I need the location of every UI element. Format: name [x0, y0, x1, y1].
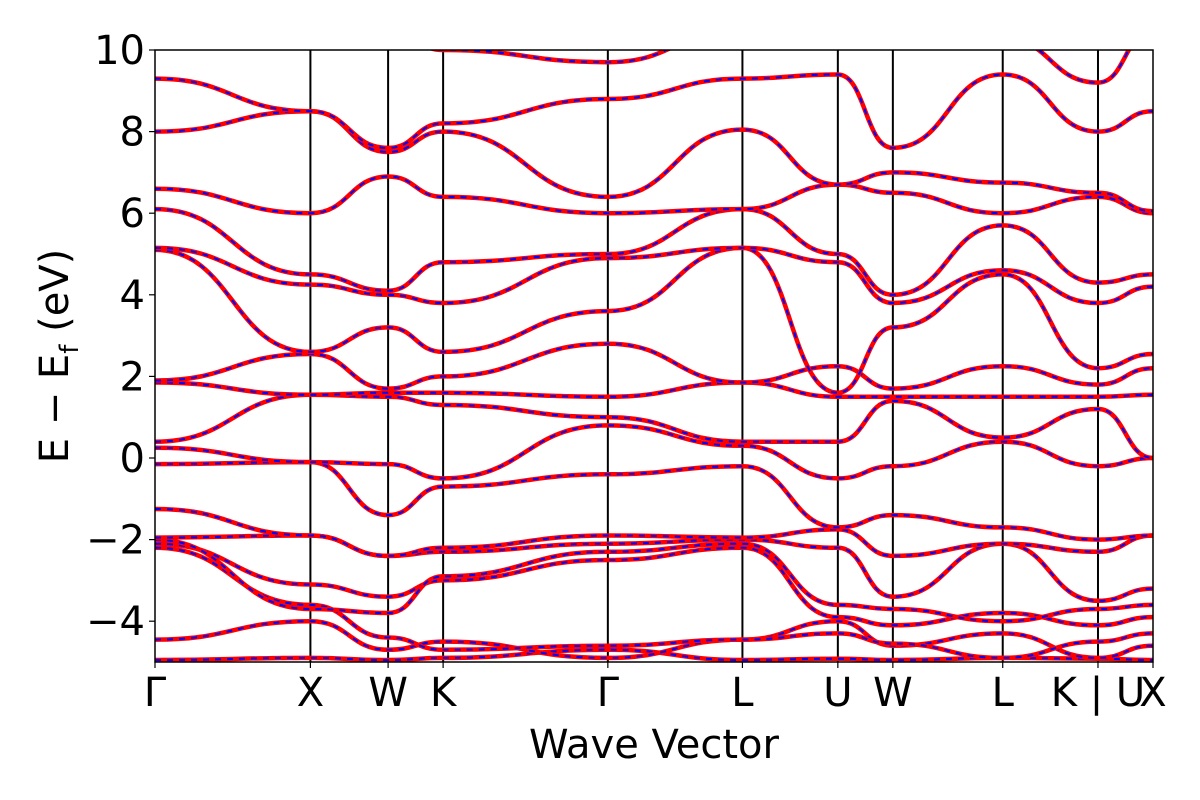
band-line-spin-down	[155, 73, 1153, 149]
y-axis-title-unit: (eV)	[32, 249, 78, 345]
x-tick-label: Γ	[144, 670, 167, 716]
x-tick-label: K	[430, 670, 458, 716]
band-line-spin-down	[155, 542, 1153, 627]
band-line-spin-down	[155, 246, 1153, 305]
y-axis-title: E − Ef (eV)	[32, 249, 85, 464]
x-tick-label: K | U	[1051, 670, 1145, 716]
y-tick-label: 0	[120, 436, 145, 482]
x-tick-label: X	[297, 670, 324, 716]
x-tick-label: W	[368, 670, 408, 716]
x-tick-label: W	[873, 670, 913, 716]
x-tick-label: X	[1139, 670, 1166, 716]
x-tick-label: Γ	[597, 670, 620, 716]
x-tick-label: L	[992, 670, 1015, 716]
band-line-spin-down	[155, 508, 1153, 557]
band-curves	[155, 50, 1153, 662]
plot-frame	[154, 49, 1154, 663]
y-tick-label: 4	[120, 273, 145, 319]
y-tick-label: 2	[120, 354, 145, 400]
x-axis-title: Wave Vector	[529, 722, 780, 768]
y-axis-ticks: −4 −2 0 2 4 6 8 10	[86, 28, 155, 645]
band-line-spin-down	[155, 424, 1153, 480]
band-line-spin-down	[155, 461, 1153, 541]
y-tick-label: −2	[86, 518, 145, 564]
band-line-spin-down	[155, 546, 1153, 659]
band-line-spin-down	[155, 175, 1153, 215]
x-tick-label: U	[823, 670, 852, 716]
y-tick-label: 6	[120, 191, 145, 237]
y-tick-label: −4	[86, 599, 145, 645]
y-tick-label: 10	[94, 28, 145, 74]
x-tick-label: L	[731, 670, 754, 716]
band-line-spin-down	[155, 538, 1153, 623]
band-line-spin-down	[155, 342, 1153, 390]
high-symmetry-lines	[309, 50, 1099, 662]
y-axis-title-subscript: f	[55, 344, 85, 354]
band-line-spin-down	[155, 381, 1153, 398]
y-tick-label: 8	[120, 110, 145, 156]
band-line-spin-down	[155, 620, 1153, 659]
